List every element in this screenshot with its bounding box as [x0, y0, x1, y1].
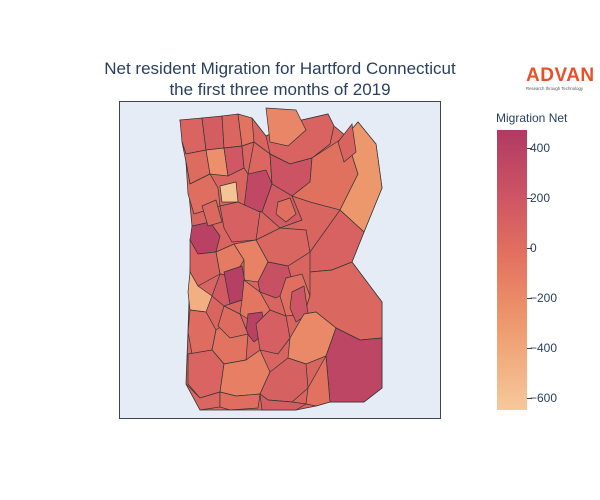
tract-layer — [179, 107, 383, 411]
census-tract[interactable] — [219, 391, 261, 411]
census-tract[interactable] — [219, 181, 239, 203]
chart-title: Net resident Migration for Hartford Conn… — [60, 58, 500, 100]
census-tract[interactable] — [201, 199, 223, 227]
census-tract[interactable] — [185, 161, 221, 215]
colorbar-tick-mark — [527, 347, 532, 349]
colorbar-tick-mark — [527, 297, 532, 299]
census-tract[interactable] — [305, 354, 331, 407]
colorbar-tick-label: 400 — [530, 140, 551, 155]
colorbar-tick-mark — [527, 197, 532, 199]
colorbar — [497, 130, 527, 410]
census-tract[interactable] — [259, 393, 308, 411]
colorbar-tick-mark — [527, 397, 532, 399]
census-tract[interactable] — [337, 123, 357, 163]
colorbar-tick-label: −600 — [530, 390, 558, 405]
colorbar-tick-label: 200 — [530, 190, 551, 205]
colorbar-tick-label: −200 — [530, 290, 558, 305]
census-tract[interactable] — [201, 115, 225, 151]
logo-wordmark: ADVAN — [526, 65, 595, 86]
census-tract[interactable] — [187, 349, 225, 399]
map-area[interactable] — [119, 101, 441, 419]
colorbar-tick-label: −400 — [530, 340, 558, 355]
chart-title-line-1: Net resident Migration for Hartford Conn… — [104, 59, 456, 78]
choropleth-map[interactable] — [120, 102, 442, 420]
census-tract[interactable] — [275, 197, 297, 223]
advan-logo: ADVAN Research through Technology — [526, 66, 596, 91]
census-tract[interactable] — [265, 107, 307, 147]
logo-tagline: Research through Technology — [526, 86, 584, 91]
colorbar-tick-mark — [527, 247, 532, 249]
colorbar-tick-label: 0 — [530, 240, 537, 255]
census-tract[interactable] — [255, 309, 291, 355]
chart-title-line-2: the first three months of 2019 — [169, 80, 391, 99]
colorbar-title: Migration Net — [496, 111, 568, 125]
census-tract[interactable] — [325, 327, 383, 403]
census-tract[interactable] — [217, 305, 249, 339]
colorbar-tick-mark — [527, 147, 532, 149]
